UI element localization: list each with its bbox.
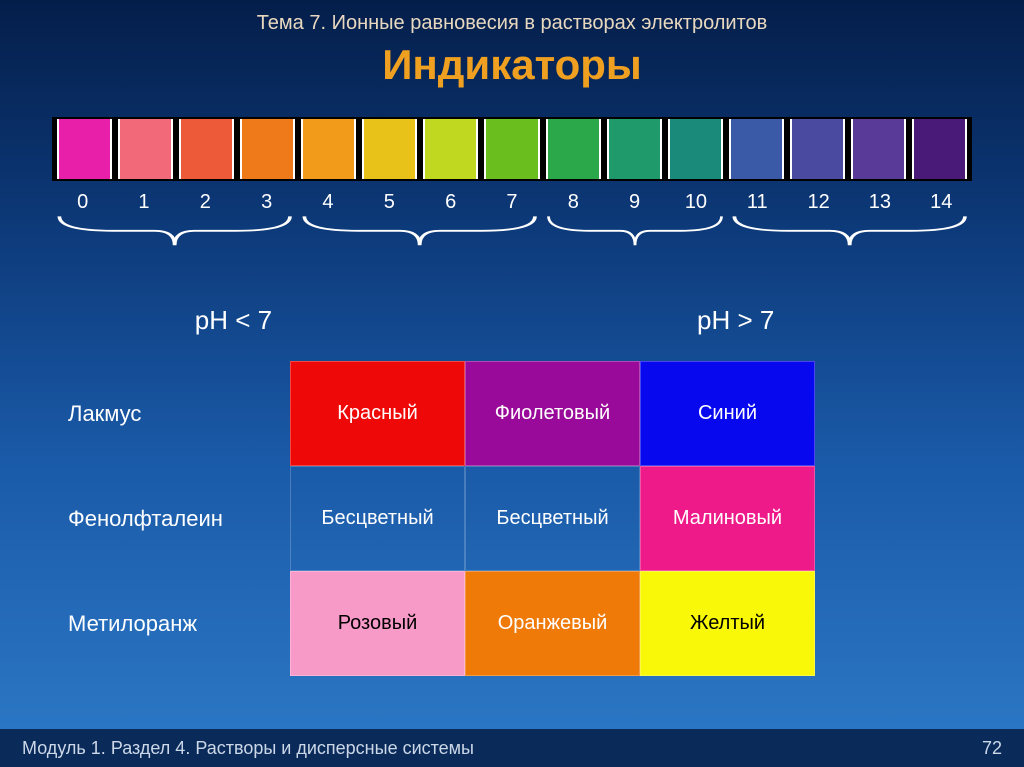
header: Тема 7. Ионные равновесия в растворах эл… bbox=[0, 0, 1024, 89]
ph-scale: 01234567891011121314 рН < 7 рН > 7 bbox=[52, 117, 972, 336]
ph-swatch bbox=[787, 119, 848, 179]
indicator-cell: Бесцветный bbox=[290, 466, 465, 571]
topic-line: Тема 7. Ионные равновесия в растворах эл… bbox=[0, 12, 1024, 35]
ph-number: 7 bbox=[481, 191, 542, 214]
ph-right-label: рН > 7 bbox=[499, 305, 972, 336]
indicator-cell: Бесцветный bbox=[465, 466, 640, 571]
ph-label-row: рН < 7 рН > 7 bbox=[52, 305, 972, 336]
ph-number: 6 bbox=[420, 191, 481, 214]
indicator-cell: Фиолетовый bbox=[465, 361, 640, 466]
ph-number: 4 bbox=[297, 191, 358, 214]
indicator-row-label: Фенолфталеин bbox=[60, 466, 290, 571]
ph-swatch bbox=[237, 119, 298, 179]
ph-swatch bbox=[726, 119, 787, 179]
ph-swatch bbox=[298, 119, 359, 179]
ph-swatch bbox=[848, 119, 909, 179]
ph-braces-row bbox=[52, 214, 972, 255]
slide-title: Индикаторы bbox=[0, 41, 1024, 89]
ph-swatch bbox=[54, 119, 115, 179]
indicator-cell: Розовый bbox=[290, 571, 465, 676]
ph-swatch bbox=[543, 119, 604, 179]
footer-page: 72 bbox=[982, 738, 1002, 759]
ph-number-row: 01234567891011121314 bbox=[52, 191, 972, 214]
ph-brace bbox=[297, 214, 542, 255]
ph-swatch bbox=[176, 119, 237, 179]
ph-brace bbox=[52, 214, 297, 255]
ph-swatch bbox=[420, 119, 481, 179]
ph-number: 0 bbox=[52, 191, 113, 214]
indicator-cell: Красный bbox=[290, 361, 465, 466]
indicator-row-label: Метилоранж bbox=[60, 571, 290, 676]
ph-number: 5 bbox=[359, 191, 420, 214]
indicator-cell: Желтый bbox=[640, 571, 815, 676]
ph-brace bbox=[727, 214, 972, 255]
ph-number: 14 bbox=[911, 191, 972, 214]
ph-swatch bbox=[604, 119, 665, 179]
ph-number: 8 bbox=[543, 191, 604, 214]
indicator-cell: Малиновый bbox=[640, 466, 815, 571]
ph-swatch bbox=[481, 119, 542, 179]
footer-module: Модуль 1. Раздел 4. Растворы и дисперсны… bbox=[22, 738, 474, 759]
indicator-cell: Оранжевый bbox=[465, 571, 640, 676]
ph-number: 1 bbox=[113, 191, 174, 214]
indicator-row-label: Лакмус bbox=[60, 361, 290, 466]
ph-left-label: рН < 7 bbox=[52, 305, 415, 336]
ph-swatch bbox=[909, 119, 970, 179]
ph-brace bbox=[543, 214, 727, 255]
indicator-table: ЛакмусКрасныйФиолетовыйСиний Фенолфталеин… bbox=[60, 361, 1024, 676]
ph-swatch bbox=[115, 119, 176, 179]
ph-swatch bbox=[665, 119, 726, 179]
indicator-cell: Синий bbox=[640, 361, 815, 466]
ph-number: 2 bbox=[175, 191, 236, 214]
ph-number: 10 bbox=[665, 191, 726, 214]
ph-color-swatches bbox=[52, 117, 972, 181]
ph-number: 11 bbox=[727, 191, 788, 214]
footer: Модуль 1. Раздел 4. Растворы и дисперсны… bbox=[0, 729, 1024, 767]
ph-swatch bbox=[359, 119, 420, 179]
ph-number: 9 bbox=[604, 191, 665, 214]
ph-number: 12 bbox=[788, 191, 849, 214]
ph-number: 13 bbox=[849, 191, 910, 214]
ph-number: 3 bbox=[236, 191, 297, 214]
